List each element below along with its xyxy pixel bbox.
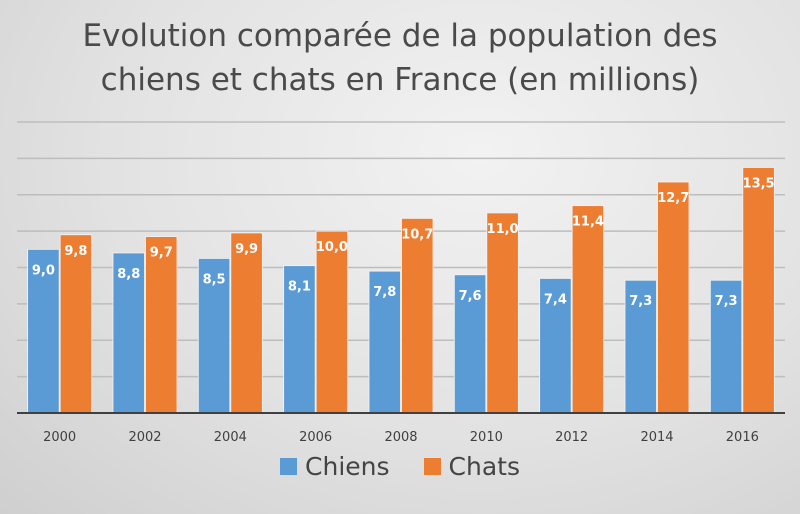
legend: Chiens Chats bbox=[0, 452, 800, 481]
x-tick-label: 2016 bbox=[726, 430, 759, 445]
bar-chats-2006 bbox=[315, 230, 349, 414]
legend-swatch-chiens bbox=[280, 458, 298, 475]
legend-item-chiens: Chiens bbox=[280, 452, 390, 481]
bar-chiens-2014 bbox=[624, 279, 657, 414]
data-label: 10,0 bbox=[316, 240, 348, 255]
data-label: 9,7 bbox=[150, 246, 173, 261]
legend-swatch-chats bbox=[423, 458, 441, 475]
data-label: 10,7 bbox=[401, 227, 433, 242]
bar-chats-2002 bbox=[145, 236, 178, 414]
data-label: 7,4 bbox=[544, 292, 567, 307]
x-tick-label: 2004 bbox=[214, 430, 247, 445]
title-line-2: chiens et chats en France (en millions) bbox=[100, 62, 700, 98]
bar-chiens-2010 bbox=[453, 274, 487, 414]
data-label: 9,8 bbox=[64, 244, 87, 259]
bar-chats-2012 bbox=[571, 205, 605, 414]
bar-chiens-2002 bbox=[112, 252, 145, 414]
bar-chiens-2006 bbox=[283, 265, 316, 414]
data-label: 13,5 bbox=[743, 176, 775, 191]
bar-chats-2014 bbox=[657, 181, 690, 414]
data-label: 11,0 bbox=[487, 222, 519, 237]
legend-item-chats: Chats bbox=[423, 452, 520, 481]
x-tick-label: 2014 bbox=[640, 430, 673, 445]
data-label: 7,6 bbox=[459, 289, 482, 304]
data-label: 11,4 bbox=[572, 215, 604, 230]
data-label: 8,1 bbox=[288, 280, 311, 295]
data-label: 9,0 bbox=[32, 263, 55, 278]
x-tick-label: 2008 bbox=[384, 430, 417, 445]
legend-label-chats: Chats bbox=[448, 452, 520, 481]
data-label: 8,8 bbox=[117, 267, 140, 282]
bar-chats-2016 bbox=[742, 167, 775, 414]
bar-chiens-2008 bbox=[368, 270, 401, 414]
bar-chats-2008 bbox=[401, 217, 434, 414]
bar-chiens-2016 bbox=[709, 279, 743, 414]
bar-chats-2000 bbox=[59, 234, 93, 414]
chart-title: Evolution comparée de la population des … bbox=[0, 14, 800, 102]
legend-label-chiens: Chiens bbox=[305, 452, 390, 481]
data-label: 7,8 bbox=[373, 285, 396, 300]
x-tick-label: 2002 bbox=[128, 430, 161, 445]
bar-chiens-2004 bbox=[197, 258, 231, 414]
x-tick-label: 2000 bbox=[43, 430, 76, 445]
data-label: 8,5 bbox=[203, 272, 226, 287]
bar-chiens-2012 bbox=[539, 278, 572, 414]
bar-chats-2004 bbox=[230, 232, 263, 414]
x-tick-label: 2006 bbox=[299, 430, 332, 445]
bar-chats-2010 bbox=[486, 212, 519, 414]
title-line-1: Evolution comparée de la population des bbox=[82, 18, 718, 54]
data-label: 9,9 bbox=[235, 242, 258, 257]
data-label: 7,3 bbox=[629, 294, 652, 309]
x-tick-label: 2010 bbox=[470, 430, 503, 445]
data-label: 7,3 bbox=[715, 294, 738, 309]
data-label: 12,7 bbox=[657, 191, 689, 206]
x-tick-label: 2012 bbox=[555, 430, 588, 445]
bar-chiens-2000 bbox=[27, 248, 60, 414]
